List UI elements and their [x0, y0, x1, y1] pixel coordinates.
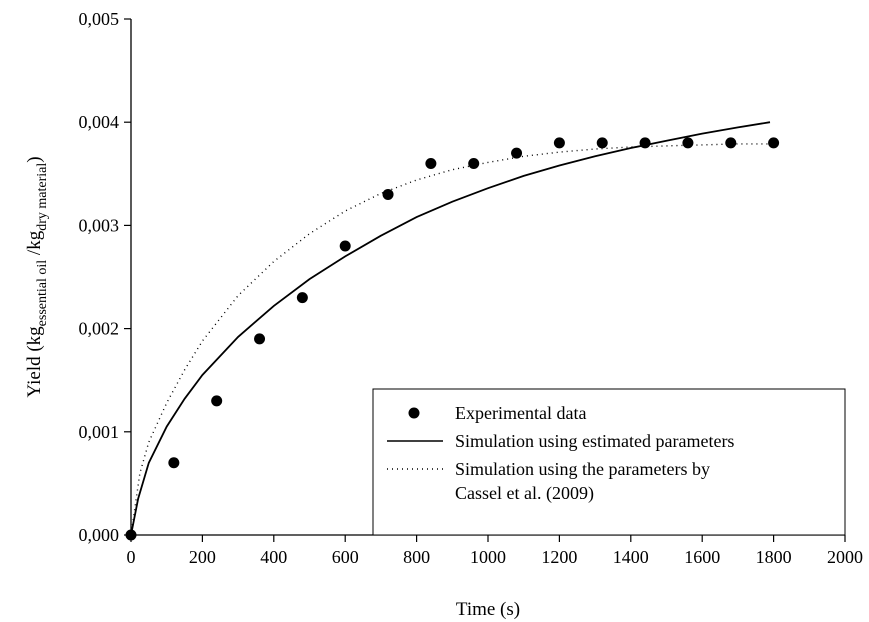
experimental-point — [211, 395, 223, 407]
y-ticks: 0,000 0,001 0,002 0,003 0,004 0,005 — [79, 9, 131, 545]
x-tick-label: 600 — [332, 547, 359, 567]
x-tick-label: 0 — [127, 547, 136, 567]
legend-box — [372, 388, 846, 536]
y-tick-label: 0,004 — [79, 112, 120, 132]
y-tick-label: 0,000 — [79, 525, 120, 545]
legend: Experimental data Simulation using estim… — [372, 388, 846, 536]
y-tick-label: 0,003 — [79, 215, 120, 235]
experimental-point — [254, 333, 266, 345]
x-tick-label: 400 — [260, 547, 287, 567]
experimental-point — [553, 137, 565, 149]
y-label-sub2: dry material — [35, 163, 50, 231]
experimental-point — [425, 157, 437, 169]
y-label-suffix: ) — [24, 156, 45, 162]
y-axis-label: Yield (kgessential oil /kgdry material) — [24, 156, 50, 397]
y-tick-label: 0,002 — [79, 319, 120, 339]
experimental-point — [468, 157, 480, 169]
legend-label-cassel-line2: Cassel et al. (2009) — [455, 483, 594, 504]
y-tick-label: 0,001 — [79, 422, 120, 442]
legend-marker-experimental — [408, 407, 420, 419]
x-axis-label: Time (s) — [456, 599, 520, 620]
x-tick-label: 1200 — [541, 547, 577, 567]
x-tick-label: 1800 — [756, 547, 792, 567]
experimental-point — [511, 147, 523, 159]
experimental-point — [168, 457, 180, 469]
experimental-point — [339, 240, 351, 252]
x-tick-label: 2000 — [827, 547, 863, 567]
x-ticks: 0 200 400 600 800 1000 1200 1400 1600 1800 2000 — [127, 535, 863, 567]
legend-label-cassel-line1: Simulation using the parameters by — [455, 459, 710, 479]
legend-label-experimental: Experimental data — [455, 403, 586, 423]
y-label-mid: /kg — [24, 230, 45, 260]
x-tick-label: 1600 — [684, 547, 720, 567]
estimated-simulation-line — [130, 121, 771, 536]
experimental-point — [596, 137, 608, 149]
y-label-prefix: Yield (kg — [24, 326, 45, 398]
y-label-sub1: essential oil — [35, 260, 50, 327]
experimental-point — [768, 137, 780, 149]
x-tick-label: 200 — [189, 547, 216, 567]
experimental-point — [382, 188, 394, 200]
legend-label-estimated: Simulation using estimated parameters — [455, 431, 734, 451]
y-tick-label: 0,005 — [79, 9, 120, 29]
experimental-point — [682, 137, 694, 149]
series-layer — [125, 121, 780, 541]
x-tick-label: 800 — [403, 547, 430, 567]
x-tick-label: 1000 — [470, 547, 506, 567]
experimental-point — [296, 292, 308, 304]
x-tick-label: 1400 — [613, 547, 649, 567]
experimental-point — [725, 137, 737, 149]
